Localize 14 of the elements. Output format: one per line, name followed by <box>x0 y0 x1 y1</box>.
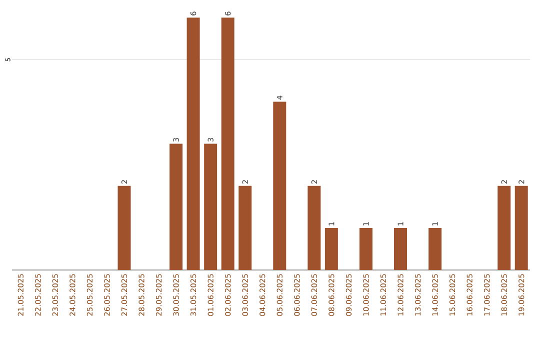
bar <box>498 186 511 270</box>
bar <box>428 228 442 270</box>
bar <box>238 186 252 270</box>
bar <box>324 228 338 270</box>
bar <box>204 144 218 270</box>
bar <box>273 102 286 270</box>
bar <box>394 228 408 270</box>
bar <box>118 186 131 270</box>
bar <box>359 228 372 270</box>
bar <box>308 186 321 270</box>
bar <box>186 18 200 270</box>
bar <box>514 186 528 270</box>
bar <box>170 144 183 270</box>
bar <box>221 18 234 270</box>
